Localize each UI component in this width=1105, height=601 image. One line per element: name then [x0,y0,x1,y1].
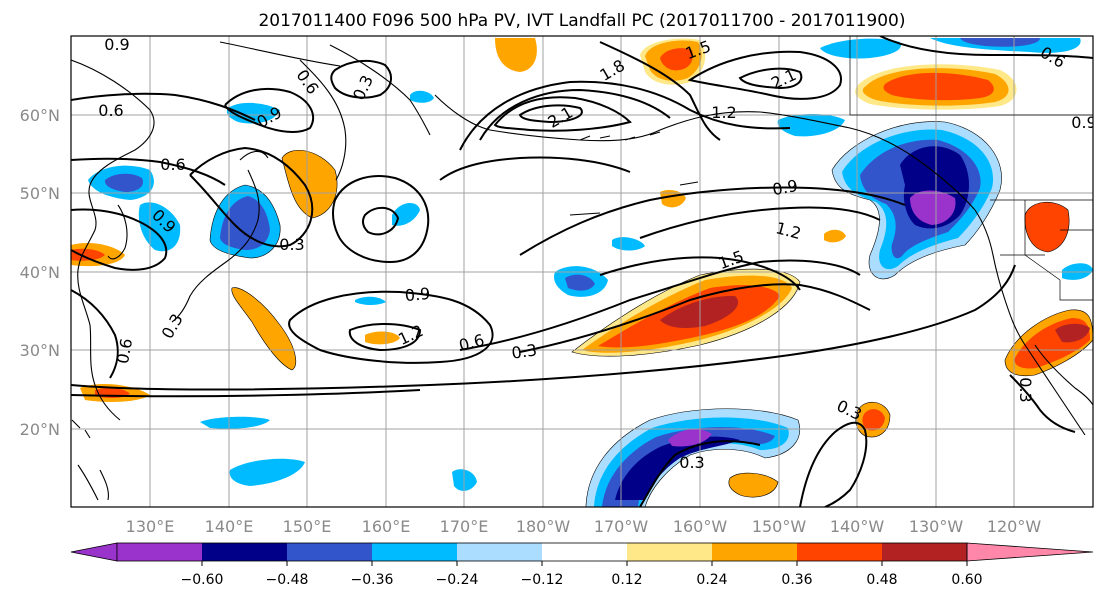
colorbar-swatch [712,543,797,561]
negative-anomaly-170w-small [612,237,645,251]
negative-anomaly-subtropical-core [615,436,740,500]
pv-contours [71,36,1093,507]
coastlines [71,41,1093,501]
positive-anomaly-south-small [728,472,779,498]
contour-label: 0.6 [98,101,123,120]
negative-anomaly-top-right-core [960,38,1040,47]
contour-label: 0.3 [679,453,704,472]
negative-anomaly-midlat-small [392,203,420,226]
latitude-labels: 60°N 50°N 40°N 30°N 20°N [20,106,60,439]
lon-label: 150°W [752,517,807,536]
positive-anomaly-north-core [660,48,693,71]
contour-label: 0.6 [160,155,185,174]
colorbar-tick-label: 0.60 [951,572,982,588]
lon-label: 180°W [516,517,571,536]
positive-anomaly-midocean-small [365,331,400,345]
positive-anomaly-top-left [495,38,537,72]
colorbar-extend-low [70,542,118,562]
colorbar-swatch [117,543,202,561]
colorbar-ticks [201,561,968,566]
positive-anomaly-china-coast-core [71,248,105,261]
longitude-labels: 130°E 140°E 150°E 160°E 170°E 180°W 170°… [126,517,1042,536]
contour-label: 0.9 [404,284,431,305]
contour-label: 0.9 [771,176,799,199]
positive-anomaly-hawaii-east-core [862,409,885,431]
shaded-anomalies [71,38,1093,507]
lon-label: 140°E [205,517,254,536]
colorbar-tick-label: 0.48 [866,572,897,588]
negative-anomaly-subtropical-inner [602,427,775,507]
lon-label: 120°W [987,517,1042,536]
positive-anomaly-150w-small [824,229,846,243]
map-layers: 0.9 0.6 0.3 0.6 0.9 0.3 0.6 0.9 0.3 1.5 … [71,35,1096,507]
negative-anomaly-subtropical-peak [668,429,712,447]
colorbar-tick-label: −0.36 [351,572,394,588]
lat-label: 50°N [20,184,60,203]
colorbar-swatch [542,543,627,561]
lon-label: 160°E [362,517,411,536]
contour-label: 0.6 [113,337,136,365]
colorbar-tick-label: 0.36 [781,572,812,588]
colorbar-tick-label: −0.48 [266,572,309,588]
contour-label: 0.9 [1071,113,1096,132]
colorbar-tick-labels: −0.60 −0.48 −0.36 −0.24 −0.12 0.12 0.24 … [181,572,983,588]
figure-title: 2017011400 F096 500 hPa PV, IVT Landfall… [258,11,905,31]
colorbar-swatch [797,543,882,561]
negative-anomaly-kamchatka [226,102,280,124]
colorbar-swatch [627,543,712,561]
lon-label: 150°E [283,517,332,536]
lat-label: 30°N [20,341,60,360]
lon-label: 130°W [909,517,964,536]
positive-anomaly-rockies [1024,202,1070,253]
lat-label: 40°N [20,263,60,282]
positive-anomaly-california-peak [1055,323,1090,343]
negative-anomaly-northwest-peak [910,190,956,225]
colorbar-tick-label: −0.60 [181,572,224,588]
negative-anomaly-sea-of-japan [138,202,181,252]
colorbar-swatch [202,543,287,561]
colorbar-extend-high [966,542,1094,562]
lon-label: 160°W [673,517,728,536]
lon-label: 130°E [126,517,175,536]
negative-anomaly-dateline-core [565,274,595,291]
contour-label: 1.2 [711,103,736,122]
lon-label: 170°E [440,517,489,536]
colorbar-tick-label: −0.24 [436,572,479,588]
negative-anomaly-bering [410,90,434,103]
contour-label: 0.3 [279,235,304,254]
political-borders [849,36,1093,301]
negative-anomaly-south-west [229,458,305,486]
positive-anomaly-central-pacific-peak [660,295,739,328]
contour-label: 0.3 [1016,377,1035,402]
positive-anomaly-kuroshio [231,287,296,371]
colorbar-swatch [882,543,967,561]
colorbar-swatch [457,543,542,561]
map-frame [70,35,1094,508]
contour-label: 0.9 [104,35,129,54]
contour-label: 0.3 [510,340,538,362]
colorbar: −0.60 −0.48 −0.36 −0.24 −0.12 0.12 0.24 … [70,542,1094,588]
colorbar-swatch [287,543,372,561]
negative-anomaly-south-mid [200,416,270,429]
negative-anomaly-japan-core [220,196,270,250]
colorbar-tick-label: −0.12 [521,572,564,588]
lon-label: 140°W [830,517,885,536]
negative-anomaly-midocean-small [355,296,386,305]
colorbar-tick-label: 0.12 [611,572,642,588]
lon-label: 170°W [594,517,649,536]
positive-anomaly-japan-east [281,150,338,219]
positive-anomaly-alaska-core [883,72,994,101]
colorbar-swatch [372,543,457,561]
lat-label: 20°N [20,420,60,439]
colorbar-tick-label: 0.24 [696,572,727,588]
negative-anomaly-top [820,38,901,59]
lat-label: 60°N [20,106,60,125]
negative-anomaly-gulf [777,114,845,137]
negative-anomaly-korea-core [104,173,144,192]
